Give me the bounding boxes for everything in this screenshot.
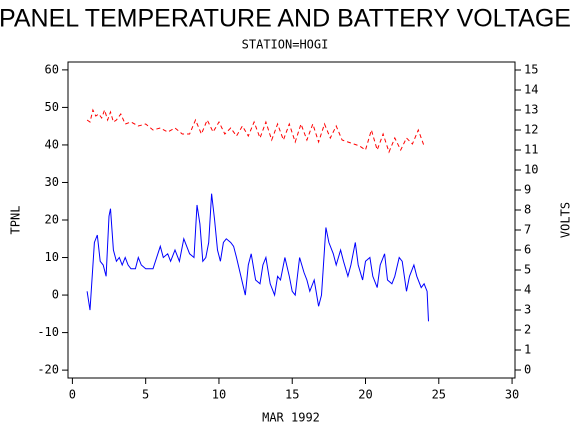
y2-tick-label: 13 <box>524 103 538 117</box>
y2-tick-label: 11 <box>524 143 538 157</box>
y2-tick-label: 14 <box>524 83 538 97</box>
x-tick-label: 30 <box>505 388 519 402</box>
y-tick-label: 60 <box>45 62 59 76</box>
y2-tick-label: 1 <box>524 343 531 357</box>
y-axis-label: TPNL <box>9 206 23 235</box>
y-tick-label: -10 <box>37 325 59 339</box>
y2-tick-label: 2 <box>524 323 531 337</box>
chart-subtitle: STATION=HOGI <box>242 38 329 52</box>
y2-tick-label: 12 <box>524 123 538 137</box>
x-tick-label: 0 <box>69 388 76 402</box>
series-line <box>86 108 425 154</box>
y2-tick-label: 4 <box>524 283 531 297</box>
y2-tick-label: 15 <box>524 63 538 77</box>
y2-tick-label: 10 <box>524 163 538 177</box>
y-tick-label: 0 <box>52 288 59 302</box>
y2-tick-label: 6 <box>524 243 531 257</box>
y-tick-label: 20 <box>45 213 59 227</box>
plot-frame <box>67 61 516 379</box>
x-axis-label: MAR 1992 <box>262 411 320 425</box>
y2-tick-label: 3 <box>524 303 531 317</box>
y-tick-label: 10 <box>45 250 59 264</box>
series-line <box>86 193 429 322</box>
y-tick-label: 50 <box>45 100 59 114</box>
y-tick-label: 30 <box>45 175 59 189</box>
x-tick-label: 5 <box>142 388 149 402</box>
x-tick-label: 25 <box>432 388 446 402</box>
y2-tick-label: 8 <box>524 203 531 217</box>
y2-tick-label: 7 <box>524 223 531 237</box>
y-tick-label: 40 <box>45 137 59 151</box>
chart-title: PANEL TEMPERATURE AND BATTERY VOLTAGE <box>0 5 570 33</box>
y2-tick-label: 9 <box>524 183 531 197</box>
y2-tick-label: 5 <box>524 263 531 277</box>
y2-axis-label: VOLTS <box>559 202 570 238</box>
y-tick-label: -20 <box>37 363 59 377</box>
x-tick-label: 10 <box>212 388 226 402</box>
y2-tick-label: 0 <box>524 363 531 377</box>
x-tick-label: 20 <box>358 388 372 402</box>
x-tick-label: 15 <box>285 388 299 402</box>
